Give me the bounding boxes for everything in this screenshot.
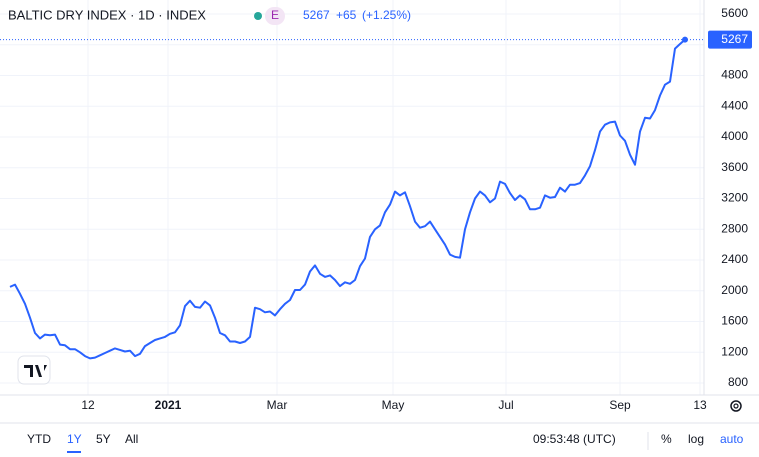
last-price-box	[708, 30, 752, 49]
clock: 09:53:48 (UTC)	[533, 432, 616, 446]
gear-ring	[730, 400, 742, 412]
last-value: 5267	[303, 8, 330, 22]
range-button[interactable]: 5Y	[96, 432, 111, 446]
y-tick-label: 3600	[721, 160, 748, 174]
y-tick-label: 3200	[721, 191, 748, 205]
x-tick-label: 13	[693, 398, 707, 412]
last-point	[682, 36, 688, 43]
y-tick-label: 800	[728, 375, 748, 389]
badge-bg	[265, 7, 285, 25]
tv-logo	[17, 355, 51, 385]
y-tick-label: 1600	[721, 314, 748, 328]
badge: E	[271, 8, 279, 22]
range-button[interactable]: 1Y	[67, 432, 82, 446]
gear-hub	[733, 403, 739, 409]
y-tick-label: 2000	[721, 283, 748, 297]
settings-icon[interactable]	[730, 400, 742, 412]
range-underline	[67, 451, 81, 453]
market-status	[254, 12, 262, 20]
x-tick-label: 12	[81, 398, 95, 412]
price-line	[9, 38, 686, 360]
x-tick-label: Mar	[267, 398, 288, 412]
y-tick-label: 4000	[721, 129, 748, 143]
x-tick-label: Jul	[498, 398, 513, 412]
y-tick-label: 4800	[721, 68, 748, 82]
logo-bg	[17, 355, 51, 385]
scale-option[interactable]: auto	[720, 432, 744, 446]
y-tick-label: 5600	[721, 6, 748, 20]
range-button[interactable]: YTD	[27, 432, 51, 446]
x-tick-label: Sep	[609, 398, 631, 412]
y-tick-label: 4400	[721, 98, 748, 112]
scale-option[interactable]: %	[661, 432, 672, 446]
range-button[interactable]: All	[125, 432, 138, 446]
plot	[0, 36, 704, 360]
y-tick-label: 2400	[721, 252, 748, 266]
y-tick-label: 1200	[721, 344, 748, 358]
symbol-title: BALTIC DRY INDEX · 1D · INDEX	[8, 7, 206, 22]
x-tick-label: 2021	[155, 398, 182, 412]
change-pct: (+1.25%)	[362, 8, 411, 22]
last-price-label: 5267	[721, 32, 748, 46]
y-tick-label: 2800	[721, 221, 748, 235]
logo-mark	[24, 365, 47, 377]
grid	[0, 0, 704, 395]
x-tick-label: May	[382, 398, 405, 412]
scale-option[interactable]: log	[688, 432, 704, 446]
change: +65	[336, 8, 357, 22]
